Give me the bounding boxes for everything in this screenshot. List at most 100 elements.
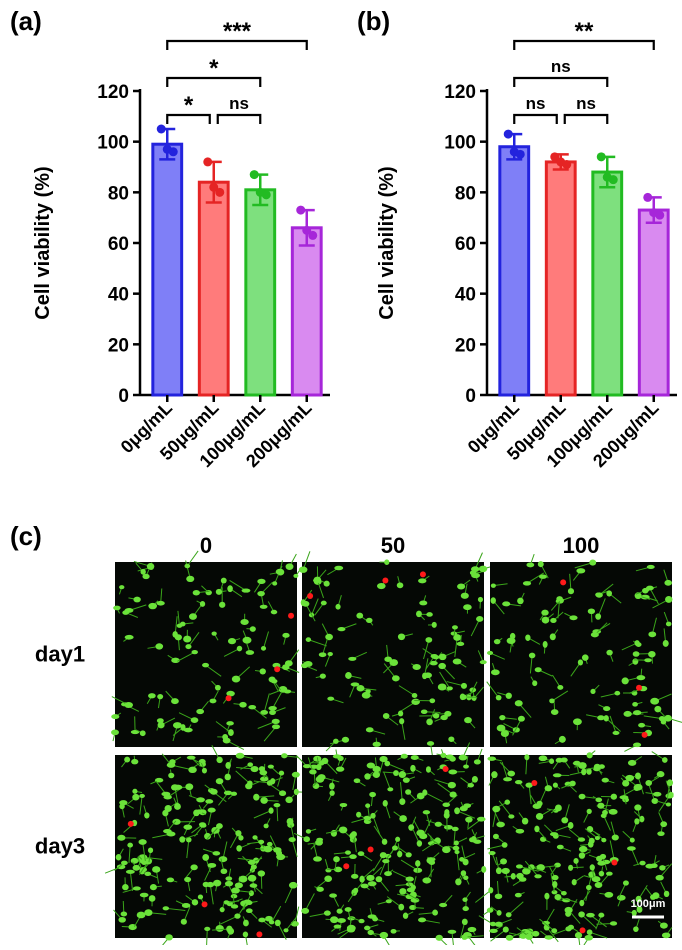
live-cell bbox=[589, 560, 596, 566]
live-cell bbox=[552, 881, 557, 888]
live-cell bbox=[363, 816, 371, 820]
dead-cell bbox=[288, 613, 294, 619]
live-cell bbox=[585, 935, 593, 941]
live-cell bbox=[648, 631, 656, 637]
live-cell bbox=[461, 870, 467, 876]
live-cell bbox=[165, 934, 173, 940]
live-cell bbox=[599, 871, 605, 877]
live-cell bbox=[306, 829, 311, 834]
live-cell bbox=[349, 833, 354, 839]
live-cell bbox=[664, 580, 672, 586]
live-cell bbox=[628, 760, 636, 766]
live-cell bbox=[193, 590, 200, 596]
live-cell bbox=[345, 850, 351, 854]
live-cell bbox=[550, 633, 556, 640]
live-cell bbox=[471, 566, 479, 572]
live-cell bbox=[111, 730, 119, 736]
live-cell bbox=[570, 781, 576, 787]
live-cell bbox=[491, 583, 496, 587]
live-cell bbox=[245, 783, 252, 789]
live-cell bbox=[439, 654, 447, 660]
live-cell bbox=[559, 736, 566, 743]
live-cell bbox=[664, 891, 670, 897]
dead-cell bbox=[580, 927, 586, 933]
bar bbox=[199, 182, 228, 395]
live-cell bbox=[639, 861, 645, 866]
data-point bbox=[655, 211, 664, 220]
live-cell bbox=[561, 817, 568, 823]
live-cell bbox=[481, 866, 486, 873]
live-cell bbox=[334, 566, 343, 570]
live-cell bbox=[302, 601, 309, 607]
live-cell bbox=[133, 886, 141, 890]
live-cell bbox=[137, 912, 146, 919]
live-cell bbox=[243, 920, 249, 927]
data-point bbox=[597, 152, 606, 161]
live-cell bbox=[551, 928, 557, 933]
live-cell bbox=[349, 854, 357, 859]
significance-label: * bbox=[184, 92, 194, 119]
live-cell bbox=[436, 935, 443, 941]
live-cell bbox=[433, 713, 439, 719]
live-cell bbox=[316, 776, 324, 783]
live-cell bbox=[279, 790, 286, 796]
data-point bbox=[643, 193, 652, 202]
live-cell bbox=[247, 762, 253, 766]
live-cell bbox=[235, 830, 241, 836]
live-cell bbox=[507, 638, 516, 645]
data-point bbox=[609, 175, 618, 184]
live-cell bbox=[511, 873, 516, 879]
live-cell bbox=[594, 764, 601, 771]
live-cell bbox=[406, 877, 414, 882]
live-cell bbox=[516, 829, 525, 834]
live-cell bbox=[187, 756, 196, 760]
live-cell bbox=[234, 913, 240, 918]
live-cell bbox=[272, 719, 280, 724]
live-cell bbox=[494, 639, 501, 644]
live-cell bbox=[524, 754, 529, 760]
live-cell bbox=[578, 911, 585, 917]
live-cell bbox=[406, 852, 412, 857]
live-cell bbox=[572, 879, 577, 885]
live-cell bbox=[208, 808, 216, 813]
live-cell bbox=[232, 676, 240, 683]
live-cell bbox=[595, 882, 603, 888]
live-cell bbox=[500, 858, 507, 864]
live-cell bbox=[478, 597, 483, 602]
live-cell bbox=[141, 858, 148, 865]
live-cell bbox=[348, 657, 356, 661]
live-cell bbox=[224, 791, 232, 796]
live-cell bbox=[239, 702, 246, 708]
live-cell bbox=[657, 831, 664, 836]
live-cell bbox=[515, 893, 522, 898]
live-cell bbox=[345, 672, 352, 679]
live-cell bbox=[133, 865, 141, 871]
live-cell bbox=[227, 928, 234, 935]
live-cell bbox=[356, 613, 363, 619]
live-cell bbox=[184, 877, 191, 882]
live-cell bbox=[664, 715, 672, 722]
live-cell bbox=[491, 771, 497, 778]
live-cell bbox=[632, 658, 638, 664]
live-cell bbox=[403, 777, 410, 782]
live-cell bbox=[165, 805, 172, 812]
live-cell bbox=[395, 837, 400, 842]
live-cell bbox=[602, 778, 609, 783]
live-cell bbox=[556, 596, 562, 601]
live-cell bbox=[595, 798, 602, 803]
live-cell bbox=[587, 809, 592, 814]
live-cell bbox=[282, 633, 289, 638]
live-cell bbox=[663, 640, 669, 647]
live-cell bbox=[243, 931, 248, 937]
live-cell bbox=[403, 913, 408, 919]
live-cell bbox=[250, 626, 256, 632]
live-cell bbox=[633, 710, 641, 715]
live-cell bbox=[379, 756, 387, 762]
live-cell bbox=[502, 868, 510, 874]
column-label: 50 bbox=[381, 533, 405, 558]
live-cell bbox=[534, 826, 539, 833]
live-cell bbox=[200, 823, 207, 827]
live-cell bbox=[271, 679, 278, 683]
live-cell bbox=[202, 663, 209, 668]
live-cell bbox=[596, 592, 603, 597]
